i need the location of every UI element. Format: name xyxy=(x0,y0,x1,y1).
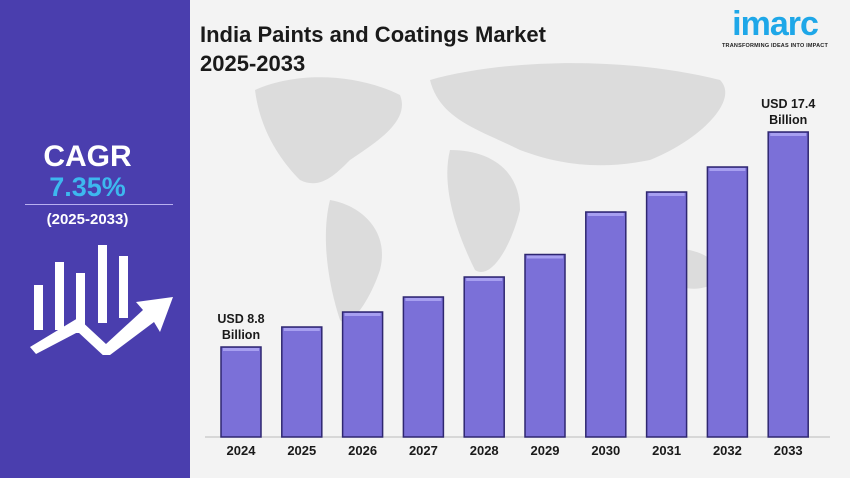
x-tick-label: 2028 xyxy=(470,443,499,458)
bar-2031 xyxy=(645,191,688,438)
x-tick-label: 2024 xyxy=(227,443,257,458)
bar-highlight xyxy=(587,213,624,216)
bar-highlight xyxy=(223,348,259,351)
divider xyxy=(25,204,173,205)
x-tick-label: 2031 xyxy=(652,443,681,458)
data-label-unit: Billion xyxy=(769,113,807,127)
bar-2029 xyxy=(524,253,566,438)
bar-highlight xyxy=(344,313,381,316)
bar-highlight xyxy=(709,168,746,171)
bar-2027 xyxy=(402,296,445,438)
bar-2026 xyxy=(341,311,384,438)
bar-highlight xyxy=(405,298,442,301)
bar-highlight xyxy=(648,193,685,196)
sidebar-panel: CAGR 7.35% (2025-2033) xyxy=(0,0,190,478)
logo-tagline: TRANSFORMING IDEAS INTO IMPACT xyxy=(722,43,829,49)
chart-title: India Paints and Coatings Market 2025-20… xyxy=(200,20,546,78)
bar-2028 xyxy=(463,276,505,438)
x-tick-label: 2029 xyxy=(531,443,560,458)
logo-wordmark: imarc xyxy=(732,5,819,43)
cagr-value: 7.35% xyxy=(49,172,126,202)
bar-highlight xyxy=(283,328,320,331)
x-tick-label: 2026 xyxy=(348,443,377,458)
bar-highlight xyxy=(466,278,503,281)
bar-2030 xyxy=(585,211,627,438)
data-label-value: USD 17.4 xyxy=(761,97,815,111)
title-line-2: 2025-2033 xyxy=(200,51,306,76)
bar-highlight xyxy=(770,133,807,136)
bar-2033 xyxy=(767,131,809,438)
growth-chart-arrow-icon xyxy=(30,245,173,355)
title-line-1: India Paints and Coatings Market xyxy=(200,22,546,47)
data-label-unit: Billion xyxy=(222,328,260,342)
x-tick-label: 2025 xyxy=(287,443,316,458)
bar-highlight xyxy=(527,255,563,259)
imarc-logo: imarc TRANSFORMING IDEAS INTO IMPACT xyxy=(722,5,828,49)
bar-2024 xyxy=(220,346,262,438)
x-tick-label: 2027 xyxy=(409,443,438,458)
bar-2025 xyxy=(281,326,323,438)
cagr-label: CAGR xyxy=(43,140,132,173)
cagr-period: (2025-2033) xyxy=(46,211,129,228)
x-tick-label: 2032 xyxy=(713,443,742,458)
x-tick-label: 2030 xyxy=(591,443,620,458)
bar-2032 xyxy=(706,166,749,438)
x-tick-label: 2033 xyxy=(774,443,803,458)
data-label-value: USD 8.8 xyxy=(217,312,264,326)
